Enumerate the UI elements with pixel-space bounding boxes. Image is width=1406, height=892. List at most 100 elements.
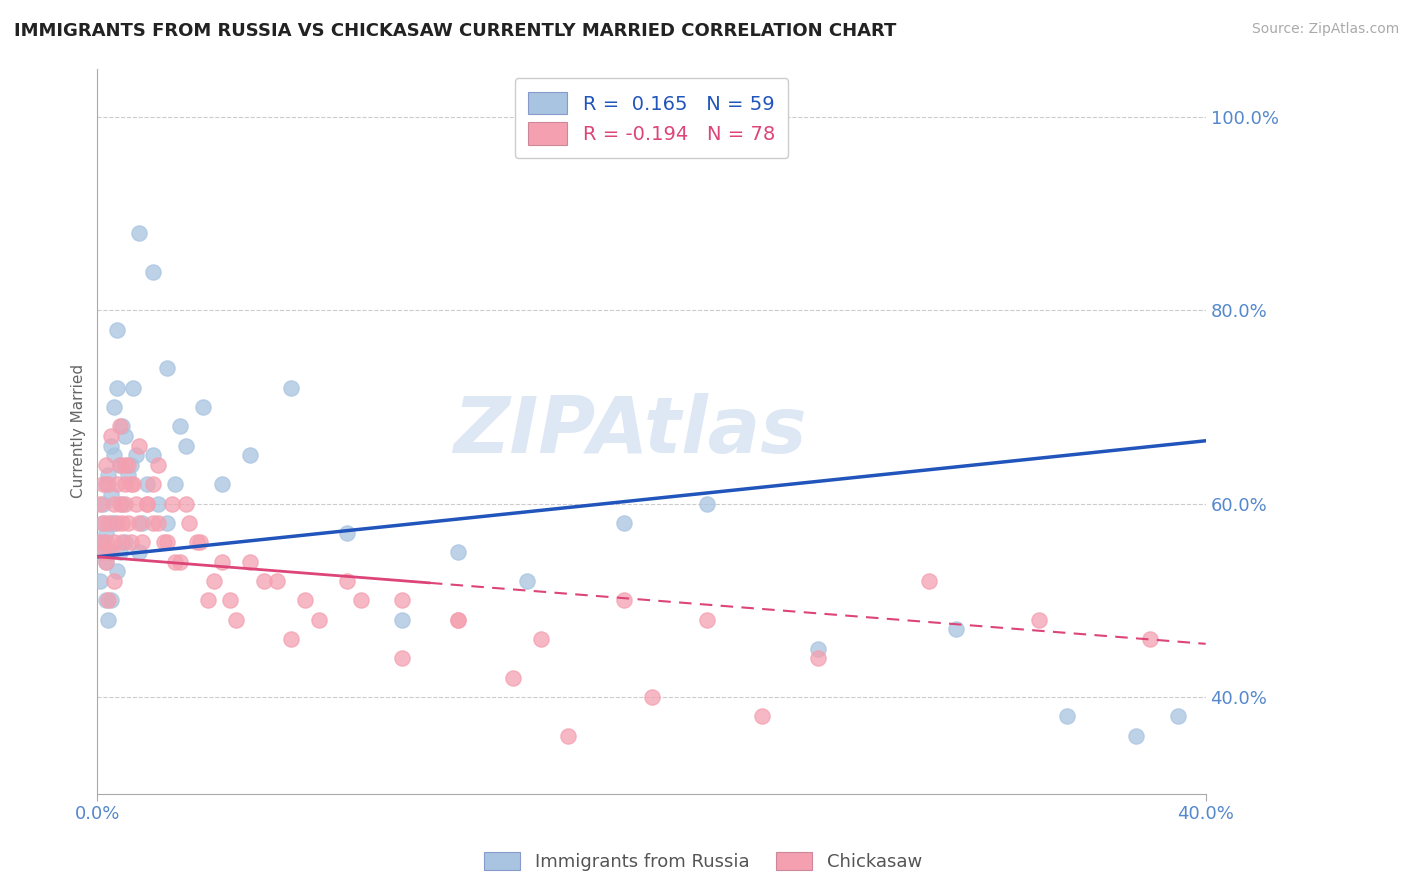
Point — [169, 555, 191, 569]
Point — [163, 555, 186, 569]
Point — [91, 535, 114, 549]
Point — [108, 545, 131, 559]
Point — [156, 361, 179, 376]
Point — [91, 497, 114, 511]
Point — [336, 574, 359, 588]
Point — [131, 535, 153, 549]
Point — [122, 477, 145, 491]
Point — [391, 651, 413, 665]
Point — [103, 516, 125, 530]
Point — [105, 516, 128, 530]
Point — [807, 641, 830, 656]
Point — [114, 535, 136, 549]
Point — [89, 574, 111, 588]
Point — [128, 545, 150, 559]
Point — [280, 632, 302, 646]
Point — [128, 226, 150, 240]
Point — [111, 516, 134, 530]
Point — [391, 613, 413, 627]
Point — [136, 497, 159, 511]
Point — [163, 477, 186, 491]
Point — [108, 458, 131, 472]
Point — [391, 593, 413, 607]
Point — [446, 545, 468, 559]
Legend: Immigrants from Russia, Chickasaw: Immigrants from Russia, Chickasaw — [477, 845, 929, 879]
Point — [120, 477, 142, 491]
Point — [252, 574, 274, 588]
Point — [100, 487, 122, 501]
Point — [1028, 613, 1050, 627]
Point — [94, 555, 117, 569]
Point — [91, 516, 114, 530]
Point — [169, 419, 191, 434]
Point — [696, 613, 718, 627]
Point — [114, 458, 136, 472]
Point — [122, 381, 145, 395]
Point — [349, 593, 371, 607]
Point — [111, 497, 134, 511]
Point — [105, 477, 128, 491]
Point — [640, 690, 662, 704]
Point — [186, 535, 208, 549]
Point — [148, 458, 170, 472]
Point — [557, 729, 579, 743]
Point — [97, 516, 120, 530]
Point — [156, 516, 179, 530]
Point — [91, 516, 114, 530]
Point — [105, 322, 128, 336]
Point — [103, 400, 125, 414]
Point — [105, 564, 128, 578]
Point — [336, 525, 359, 540]
Point — [696, 497, 718, 511]
Point — [502, 671, 524, 685]
Point — [94, 593, 117, 607]
Point — [97, 477, 120, 491]
Point — [108, 458, 131, 472]
Point — [280, 381, 302, 395]
Point — [153, 535, 176, 549]
Legend: R =  0.165   N = 59, R = -0.194   N = 78: R = 0.165 N = 59, R = -0.194 N = 78 — [515, 78, 789, 158]
Point — [111, 535, 134, 549]
Point — [917, 574, 939, 588]
Point — [751, 709, 773, 723]
Point — [100, 439, 122, 453]
Point — [202, 574, 225, 588]
Point — [174, 439, 197, 453]
Point — [945, 623, 967, 637]
Point — [103, 535, 125, 549]
Point — [1167, 709, 1189, 723]
Point — [120, 458, 142, 472]
Point — [97, 467, 120, 482]
Point — [613, 516, 636, 530]
Point — [91, 477, 114, 491]
Point — [120, 535, 142, 549]
Point — [94, 555, 117, 569]
Point — [125, 448, 148, 462]
Point — [211, 555, 233, 569]
Point — [89, 545, 111, 559]
Point — [239, 555, 262, 569]
Text: IMMIGRANTS FROM RUSSIA VS CHICKASAW CURRENTLY MARRIED CORRELATION CHART: IMMIGRANTS FROM RUSSIA VS CHICKASAW CURR… — [14, 22, 897, 40]
Point — [100, 516, 122, 530]
Point — [100, 593, 122, 607]
Point — [100, 429, 122, 443]
Point — [446, 613, 468, 627]
Point — [156, 535, 179, 549]
Point — [142, 264, 165, 278]
Point — [1125, 729, 1147, 743]
Point — [142, 477, 165, 491]
Point — [114, 477, 136, 491]
Text: ZIPAtlas: ZIPAtlas — [453, 393, 806, 469]
Point — [211, 477, 233, 491]
Point — [108, 419, 131, 434]
Point — [117, 458, 139, 472]
Point — [94, 458, 117, 472]
Point — [103, 497, 125, 511]
Point — [1139, 632, 1161, 646]
Point — [131, 516, 153, 530]
Text: Source: ZipAtlas.com: Source: ZipAtlas.com — [1251, 22, 1399, 37]
Point — [108, 497, 131, 511]
Point — [136, 477, 159, 491]
Point — [197, 593, 219, 607]
Point — [89, 535, 111, 549]
